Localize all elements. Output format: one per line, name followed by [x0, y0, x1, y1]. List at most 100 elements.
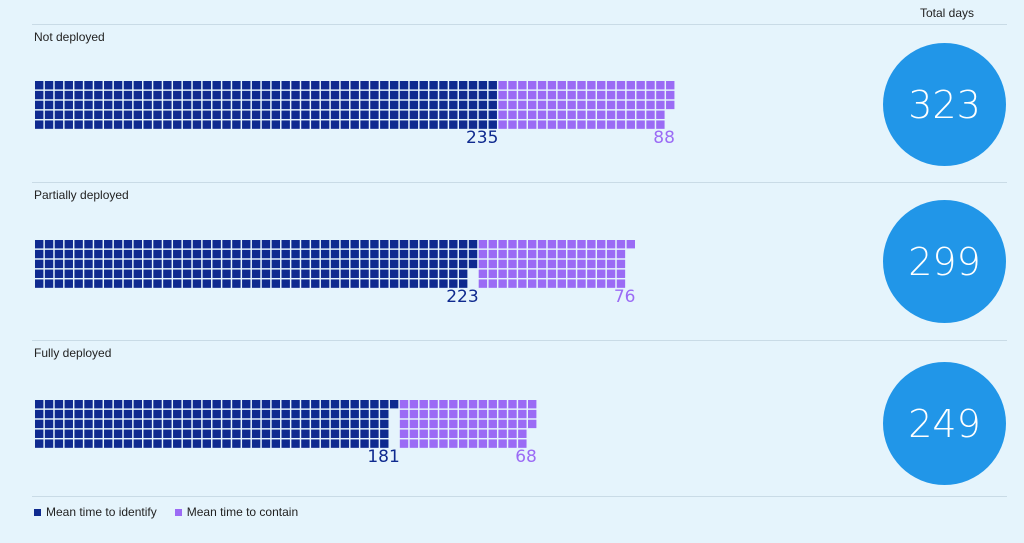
waffle-square-contain — [518, 90, 527, 100]
waffle-square-contain — [518, 249, 527, 259]
waffle-square-contain — [557, 100, 566, 110]
waffle-square-identify — [311, 400, 320, 409]
waffle-square-identify — [163, 120, 172, 129]
waffle-square-identify — [291, 249, 300, 259]
waffle-square-identify — [84, 439, 93, 448]
waffle-square-identify — [380, 90, 389, 100]
waffle-square-contain — [597, 249, 606, 259]
waffle-square-identify — [439, 100, 448, 110]
waffle-square-identify — [242, 259, 251, 269]
waffle-square-contain — [488, 249, 497, 259]
waffle-square-contain — [488, 400, 497, 409]
waffle-square-identify — [222, 409, 231, 419]
waffle-square-identify — [419, 240, 428, 249]
waffle-square-contain — [508, 409, 517, 419]
waffle-square-identify — [380, 419, 389, 429]
waffle-square-identify — [54, 240, 64, 249]
waffle-square-identify — [399, 90, 409, 100]
waffle-square-identify — [320, 81, 330, 90]
waffle-square-identify — [320, 249, 330, 259]
waffle-square-contain — [547, 90, 557, 100]
waffle-square-identify — [419, 100, 428, 110]
waffle-square-contain — [616, 81, 626, 90]
waffle-square-contain — [557, 110, 566, 119]
waffle-square-contain — [409, 409, 419, 419]
waffle-square-identify — [488, 90, 497, 100]
waffle-square-identify — [133, 409, 142, 419]
waffle-square-contain — [508, 429, 517, 438]
waffle-square-identify — [143, 439, 152, 448]
waffle-square-identify — [182, 409, 192, 419]
waffle-square-identify — [350, 120, 359, 129]
waffle-square-identify — [320, 110, 330, 119]
waffle-square-identify — [399, 259, 409, 269]
waffle-square-identify — [104, 419, 113, 429]
waffle-square-identify — [212, 120, 221, 129]
waffle-square-identify — [301, 269, 310, 278]
waffle-square-identify — [311, 259, 320, 269]
waffle-square-identify — [419, 249, 428, 259]
waffle-square-identify — [212, 90, 221, 100]
waffle-square-identify — [74, 110, 83, 119]
waffle-square-identify — [399, 100, 409, 110]
waffle-square-identify — [301, 439, 310, 448]
waffle-square-identify — [173, 409, 182, 419]
waffle-square-contain — [656, 90, 665, 100]
waffle-square-identify — [380, 279, 389, 288]
waffle-square-identify — [104, 100, 113, 110]
waffle-square-identify — [449, 249, 458, 259]
waffle-square-identify — [94, 429, 103, 438]
waffle-square-identify — [449, 100, 458, 110]
waffle-square-contain — [468, 439, 478, 448]
waffle-square-identify — [370, 110, 379, 119]
waffle-square-identify — [232, 249, 241, 259]
waffle-square-contain — [577, 81, 586, 90]
waffle-square-identify — [261, 439, 271, 448]
waffle-square-contain — [606, 269, 616, 278]
waffle-square-identify — [301, 90, 310, 100]
waffle-square-contain — [399, 419, 409, 429]
waffle-square-contain — [528, 419, 537, 429]
waffle-square-identify — [399, 81, 409, 90]
waffle-square-identify — [320, 429, 330, 438]
waffle-square-contain — [508, 269, 517, 278]
waffle-square-identify — [291, 90, 300, 100]
waffle-square-identify — [399, 279, 409, 288]
waffle-square-identify — [212, 110, 221, 119]
waffle-square-contain — [508, 439, 517, 448]
waffle-square-identify — [301, 279, 310, 288]
waffle-square-contain — [597, 259, 606, 269]
waffle-square-identify — [212, 439, 221, 448]
waffle-square-identify — [123, 110, 133, 119]
waffle-square-identify — [281, 419, 290, 429]
waffle-square-contain — [557, 269, 566, 278]
waffle-square-identify — [360, 419, 369, 429]
waffle-square-identify — [330, 81, 340, 90]
waffle-square-identify — [94, 400, 103, 409]
waffle-square-identify — [439, 240, 448, 249]
waffle-square-contain — [528, 279, 537, 288]
waffle-square-identify — [370, 120, 379, 129]
waffle-square-identify — [330, 90, 340, 100]
waffle-square-identify — [311, 279, 320, 288]
waffle-square-identify — [123, 279, 133, 288]
waffle-square-identify — [271, 110, 281, 119]
waffle-square-identify — [153, 120, 162, 129]
waffle-square-identify — [182, 120, 192, 129]
waffle-square-contain — [587, 269, 596, 278]
waffle-square-identify — [370, 439, 379, 448]
waffle-square-contain — [468, 400, 478, 409]
waffle-square-identify — [320, 439, 330, 448]
waffle-square-identify — [330, 419, 340, 429]
waffle-square-identify — [35, 110, 44, 119]
waffle-square-contain — [666, 100, 675, 110]
waffle-square-contain — [528, 110, 537, 119]
waffle-square-identify — [163, 249, 172, 259]
waffle-square-contain — [626, 90, 635, 100]
waffle-square-contain — [488, 429, 497, 438]
waffle-square-contain — [528, 120, 537, 129]
waffle-square-identify — [320, 240, 330, 249]
waffle-square-identify — [113, 100, 123, 110]
row-label-partially-deployed: Partially deployed — [34, 188, 129, 202]
waffle-square-identify — [439, 259, 448, 269]
